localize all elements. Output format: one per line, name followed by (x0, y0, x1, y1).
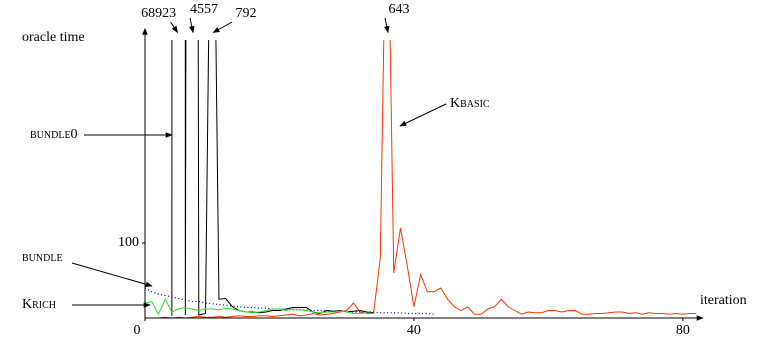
peak-arrow (212, 21, 233, 33)
series-line (144, 287, 435, 315)
peak-arrow (170, 21, 179, 34)
peak-arrow (384, 17, 390, 34)
peak-label: 4557 (190, 2, 218, 17)
x-tick-label: 40 (407, 323, 421, 338)
series-label-arrow (399, 103, 447, 127)
series-line (171, 40, 374, 316)
y-tick-label: 100 (118, 235, 139, 250)
series-label: Kbasic (450, 96, 490, 111)
peak-label: 792 (236, 6, 257, 21)
series-label-arrow (71, 262, 153, 287)
series-line (144, 298, 374, 316)
x-tick-label: 0 (134, 323, 141, 338)
x-axis-label: iteration (700, 293, 747, 308)
y-axis-label: oracle time (22, 30, 85, 45)
plot-area (144, 40, 697, 319)
peak-label: 68923 (141, 6, 176, 21)
series-line (145, 40, 697, 319)
peak-arrow (189, 17, 195, 34)
series-label: bundle (22, 250, 63, 265)
series-label: bundle0 (30, 127, 78, 142)
x-tick-label: 80 (676, 323, 690, 338)
peak-label: 643 (389, 2, 410, 17)
series-label: Krich (22, 297, 56, 312)
